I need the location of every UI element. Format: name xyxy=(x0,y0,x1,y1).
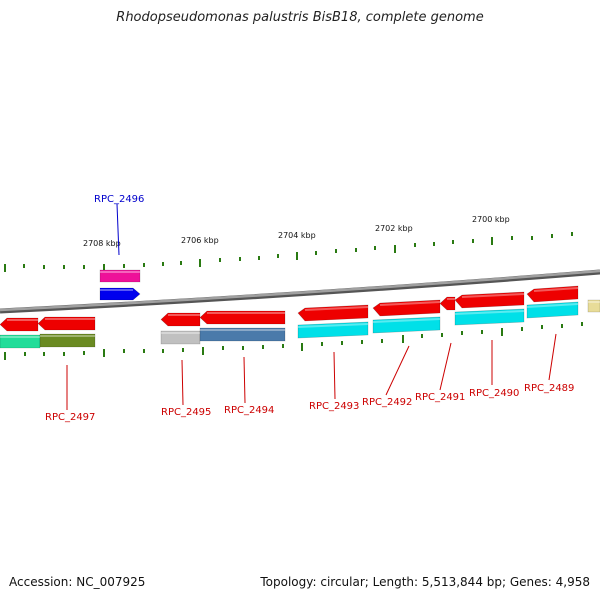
label-leader-lines xyxy=(66,203,557,410)
gene-label: RPC_2496 xyxy=(94,194,144,205)
kbp-labels: 2708 kbp 2706 kbp 2704 kbp 2702 kbp 2700 kbp xyxy=(83,215,510,248)
kbp-label: 2704 kbp xyxy=(278,231,316,240)
gene-feature xyxy=(39,333,96,348)
gene-feature xyxy=(454,308,525,326)
tick-marks xyxy=(4,232,583,360)
gene-feature xyxy=(297,321,369,339)
gene-feature xyxy=(454,291,525,309)
gene-feature xyxy=(199,310,286,325)
gene-label: RPC_2491 xyxy=(415,392,465,403)
genome-summary-text: Topology: circular; Length: 5,513,844 bp… xyxy=(260,575,590,589)
gene-feature xyxy=(297,304,369,322)
gene-feature xyxy=(99,269,141,283)
gene-feature-shine xyxy=(454,310,525,315)
gene-feature xyxy=(37,316,96,331)
gene-feature-shine xyxy=(304,306,369,311)
kbp-label: 2706 kbp xyxy=(181,236,219,245)
accession-text: Accession: NC_007925 xyxy=(9,575,146,589)
gene-feature xyxy=(372,316,441,334)
genome-backbone xyxy=(0,269,600,314)
gene-label: RPC_2489 xyxy=(524,383,574,394)
gene-features xyxy=(0,269,600,349)
gene-label: RPC_2497 xyxy=(45,412,95,423)
label-leader-line xyxy=(243,356,246,404)
gene-feature-shine xyxy=(461,293,525,298)
label-leader-line xyxy=(333,351,336,400)
gene-labels: RPC_2496 RPC_2497 RPC_2495 RPC_2494 RPC_2493… xyxy=(45,194,574,423)
gene-label: RPC_2490 xyxy=(469,388,519,399)
gene-feature xyxy=(526,301,579,319)
label-leader-line xyxy=(439,342,452,391)
gene-label: RPC_2492 xyxy=(362,397,412,408)
gene-feature xyxy=(199,327,286,342)
map-title: Rhodopseudomonas palustris BisB18, compl… xyxy=(116,10,484,25)
gene-label: RPC_2493 xyxy=(309,401,359,412)
label-leader-line xyxy=(548,333,557,381)
label-leader-line xyxy=(116,203,120,256)
gene-feature xyxy=(160,312,201,327)
kbp-label: 2708 kbp xyxy=(83,239,121,248)
gene-feature-shine xyxy=(526,303,579,308)
gene-feature-shine xyxy=(379,301,441,306)
gene-label: RPC_2495 xyxy=(161,407,211,418)
gene-feature xyxy=(160,330,201,345)
gene-feature-shine xyxy=(533,287,579,292)
gene-feature-shine xyxy=(297,323,369,328)
gene-feature xyxy=(587,299,600,313)
label-leader-line xyxy=(181,359,184,406)
gene-feature xyxy=(0,334,41,349)
gene-feature xyxy=(372,299,441,317)
gene-feature-shine xyxy=(372,318,441,323)
gene-label: RPC_2494 xyxy=(224,405,274,416)
gene-feature xyxy=(439,296,456,311)
kbp-label: 2700 kbp xyxy=(472,215,510,224)
gene-feature xyxy=(0,317,39,332)
gene-feature xyxy=(99,287,141,301)
kbp-label: 2702 kbp xyxy=(375,224,413,233)
label-leader-line xyxy=(385,345,410,396)
gene-feature xyxy=(526,285,579,303)
